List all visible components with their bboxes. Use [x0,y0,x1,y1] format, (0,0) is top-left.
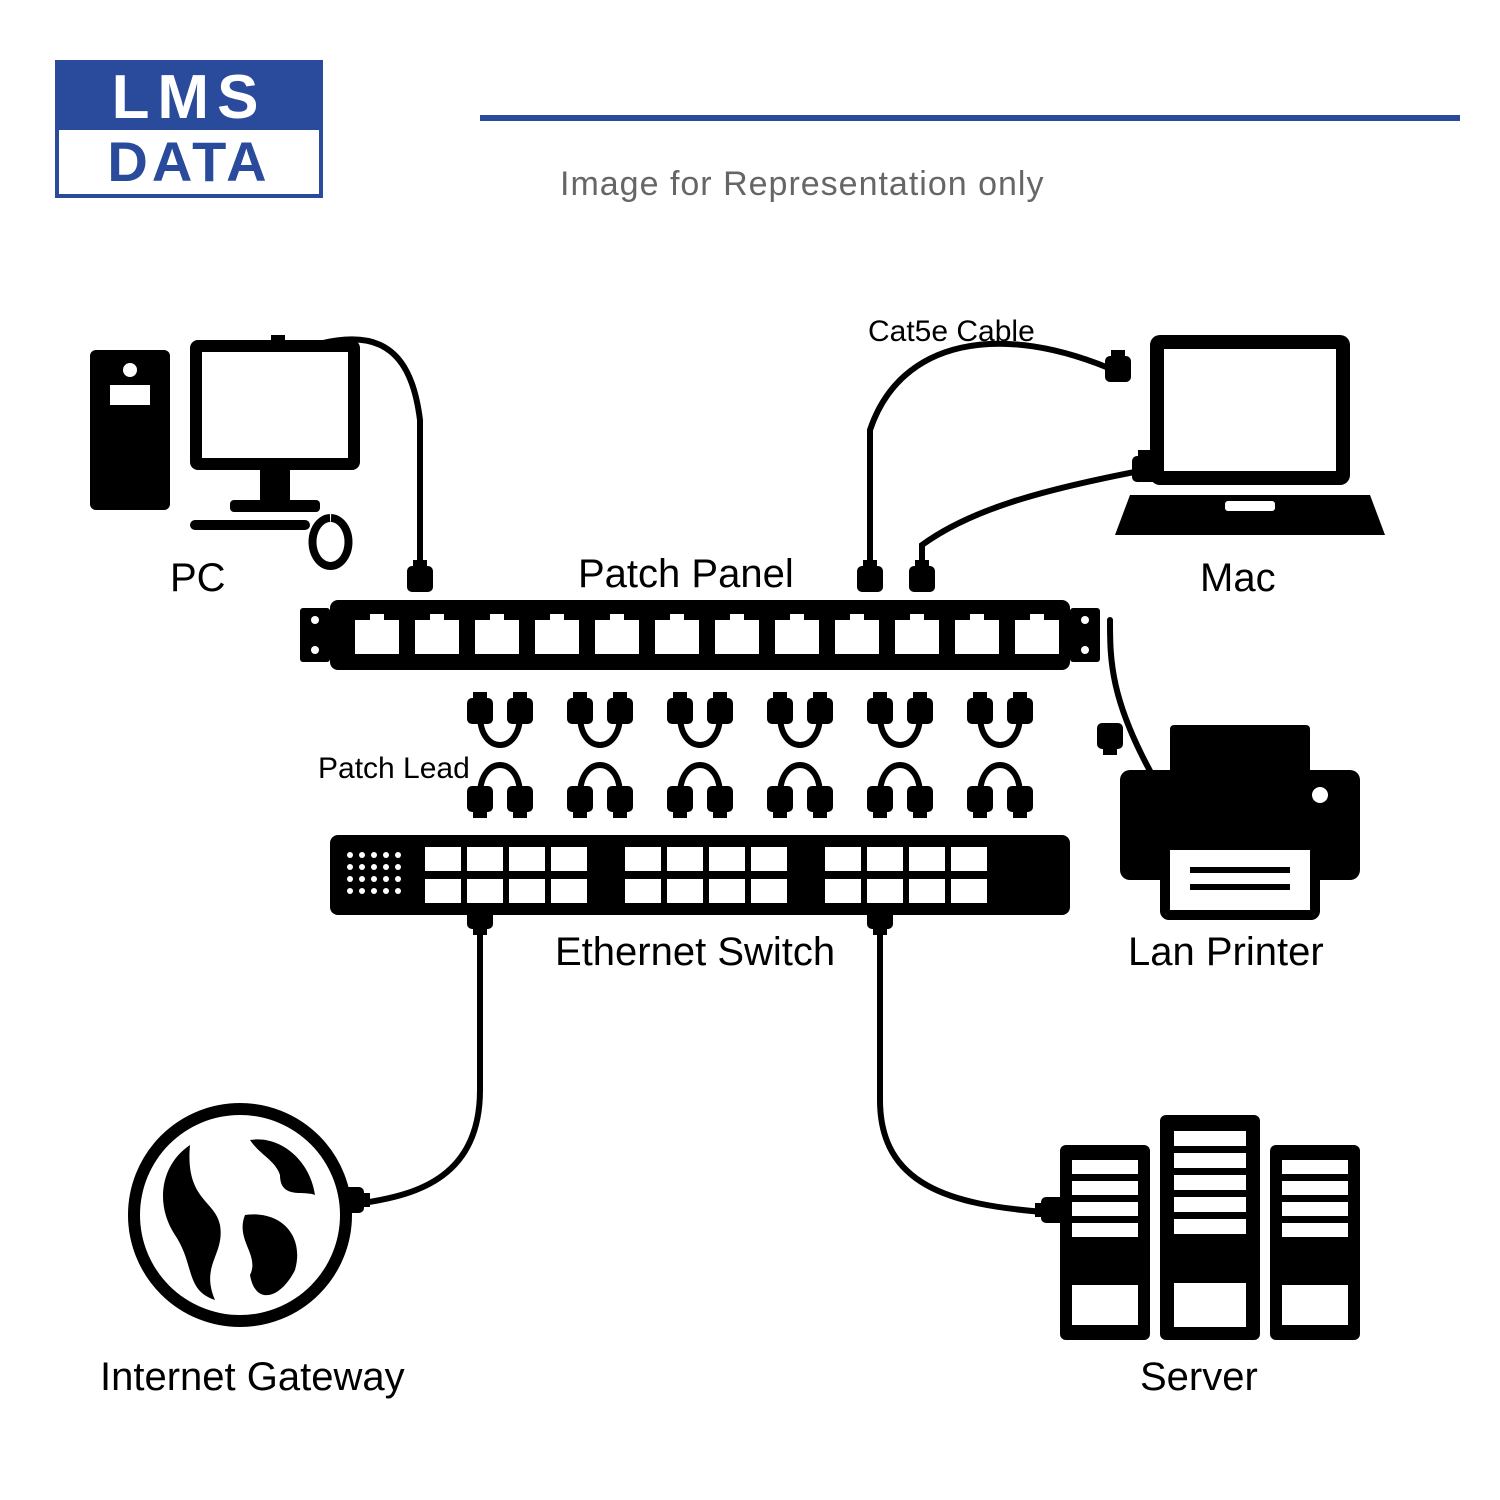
patch-lead-label: Patch Lead [318,752,470,786]
cat5e-label: Cat5e Cable [868,315,1035,349]
pc-label: PC [170,556,226,601]
ethernet-switch-label: Ethernet Switch [555,930,835,975]
printer-icon [1120,725,1360,915]
pc-icon [90,340,360,566]
cable-cat5e [870,344,1118,565]
mac-icon [1115,335,1385,535]
internet-gateway-label: Internet Gateway [100,1355,405,1400]
globe-icon [132,1107,348,1323]
cable-gateway [362,920,480,1203]
lan-printer-label: Lan Printer [1128,930,1324,975]
patch-panel-icon [300,600,1100,670]
mac-label: Mac [1200,556,1276,601]
cable-server [880,920,1045,1212]
ethernet-switch-icon [330,835,1070,915]
network-diagram [0,0,1500,1500]
server-label: Server [1140,1355,1258,1400]
cable-printer [1110,620,1155,780]
server-icon [1060,1115,1360,1340]
patch-panel-label: Patch Panel [578,552,794,597]
patch-leads [470,695,1030,815]
cable-mac-patch [922,470,1145,565]
